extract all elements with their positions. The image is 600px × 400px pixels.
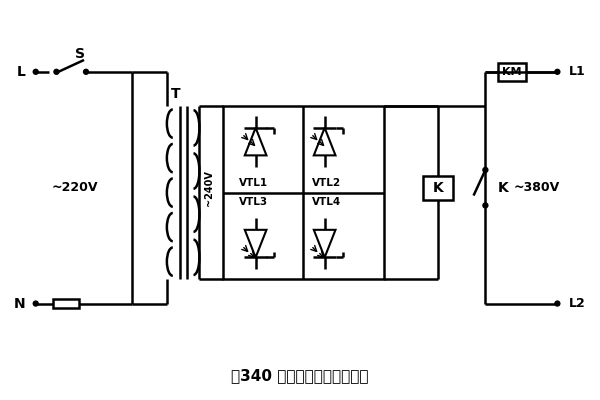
Text: VTL3: VTL3	[239, 198, 268, 208]
Circle shape	[33, 301, 38, 306]
Polygon shape	[314, 128, 335, 155]
Text: VTL2: VTL2	[312, 178, 341, 188]
Text: L: L	[17, 65, 26, 79]
Text: S: S	[75, 47, 85, 61]
Polygon shape	[245, 128, 266, 155]
Circle shape	[555, 69, 560, 74]
Circle shape	[33, 69, 38, 74]
Text: L1: L1	[569, 65, 586, 78]
Bar	[498, 63, 526, 81]
Text: ~240V: ~240V	[204, 170, 214, 206]
Text: 图340 光控晶闸管冲保护电路: 图340 光控晶闸管冲保护电路	[231, 368, 369, 383]
Circle shape	[483, 168, 488, 172]
Text: N: N	[14, 296, 26, 310]
Circle shape	[555, 301, 560, 306]
Bar	[423, 176, 453, 200]
Text: ~380V: ~380V	[514, 181, 560, 194]
Text: K: K	[498, 181, 509, 195]
Bar	[53, 299, 79, 308]
Text: ~220V: ~220V	[52, 181, 98, 194]
Polygon shape	[245, 230, 266, 258]
Circle shape	[83, 69, 88, 74]
Circle shape	[54, 69, 59, 74]
Circle shape	[483, 203, 488, 208]
Text: VTL4: VTL4	[312, 198, 341, 208]
Bar	[223, 106, 384, 279]
Polygon shape	[314, 230, 335, 258]
Text: KM: KM	[502, 67, 522, 77]
Text: VTL1: VTL1	[239, 178, 268, 188]
Text: L2: L2	[569, 297, 586, 310]
Text: K: K	[433, 181, 443, 195]
Text: T: T	[171, 88, 181, 102]
